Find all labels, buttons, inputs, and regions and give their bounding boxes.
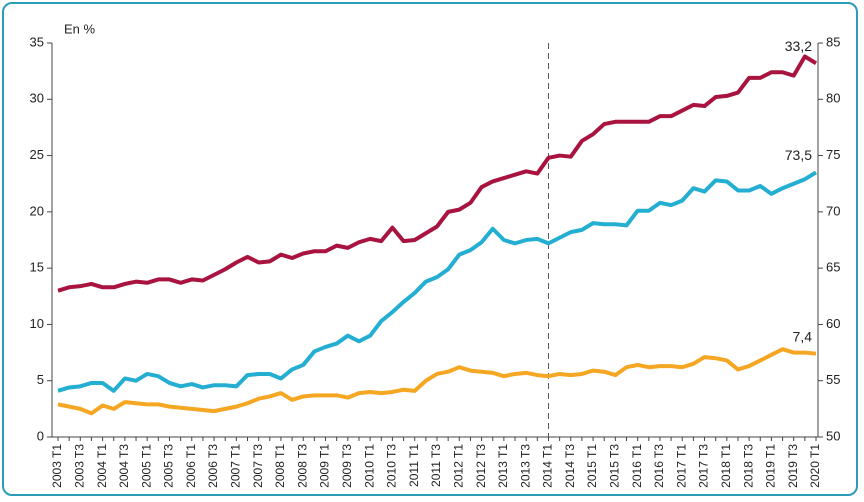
x-tick-label: 2004 T1 [95, 444, 109, 488]
y-tick-label: 15 [30, 260, 44, 275]
y-axis-label: En % [64, 21, 96, 36]
y2-tick-label: 80 [826, 91, 840, 106]
x-tick-label: 2010 T3 [385, 444, 399, 488]
x-tick-label: 2012 T1 [451, 444, 465, 488]
y2-tick-label: 50 [826, 428, 840, 443]
x-tick-label: 2013 T1 [496, 444, 510, 488]
data-label: 7,4 [793, 328, 813, 344]
x-tick-label: 2017 T1 [674, 444, 688, 488]
series-line [57, 347, 817, 416]
frame [2, 2, 858, 496]
y-tick-label: 30 [30, 91, 44, 106]
y2-tick-label: 75 [826, 147, 840, 162]
y-tick-label: 5 [37, 372, 44, 387]
y-tick-label: 25 [30, 147, 44, 162]
y-tick-label: 20 [30, 203, 44, 218]
x-tick-label: 2008 T1 [273, 444, 287, 488]
y2-tick-label: 60 [826, 316, 840, 331]
data-label: 33,2 [785, 38, 812, 54]
x-tick-label: 2007 T3 [251, 444, 265, 488]
y2-tick-label: 85 [826, 34, 840, 49]
x-tick-label: 2016 T3 [652, 444, 666, 488]
x-tick-label: 2006 T3 [206, 444, 220, 488]
x-tick-label: 2003 T1 [50, 444, 64, 488]
x-tick-label: 2019 T3 [786, 444, 800, 488]
y2-tick-label: 70 [826, 203, 840, 218]
x-tick-label: 2007 T1 [229, 444, 243, 488]
x-tick-label: 2014 T3 [563, 444, 577, 488]
x-tick-label: 2014 T1 [541, 444, 555, 488]
x-tick-label: 2018 T1 [719, 444, 733, 488]
x-tick-label: 2015 T3 [608, 444, 622, 488]
x-tick-label: 2005 T3 [162, 444, 176, 488]
x-tick-label: 2004 T3 [117, 444, 131, 488]
x-tick-label: 2005 T1 [139, 444, 153, 488]
x-tick-label: 2015 T1 [585, 444, 599, 488]
x-tick-label: 2018 T3 [741, 444, 755, 488]
x-tick-label: 2009 T3 [340, 444, 354, 488]
x-tick-label: 2011 T3 [429, 444, 443, 487]
x-tick-label: 2008 T3 [295, 444, 309, 488]
x-tick-label: 2012 T3 [474, 444, 488, 488]
y-tick-label: 0 [37, 428, 44, 443]
x-tick-label: 2009 T1 [318, 444, 332, 488]
x-tick-label: 2020 T1 [808, 444, 822, 488]
x-tick-label: 2010 T1 [362, 444, 376, 488]
y2-tick-label: 65 [826, 260, 840, 275]
series-line [57, 170, 818, 393]
y-tick-label: 10 [30, 316, 44, 331]
y2-tick-label: 55 [826, 372, 840, 387]
x-tick-label: 2013 T3 [518, 444, 532, 488]
x-tick-label: 2003 T3 [72, 444, 86, 488]
data-label: 73,5 [785, 147, 812, 163]
x-tick-label: 2006 T1 [184, 444, 198, 488]
x-tick-label: 2017 T3 [697, 444, 711, 488]
x-tick-label: 2016 T1 [630, 444, 644, 488]
x-tick-label: 2011 T1 [407, 444, 421, 487]
series-line [57, 54, 818, 293]
y-tick-label: 35 [30, 34, 44, 49]
x-tick-label: 2019 T1 [764, 444, 778, 488]
